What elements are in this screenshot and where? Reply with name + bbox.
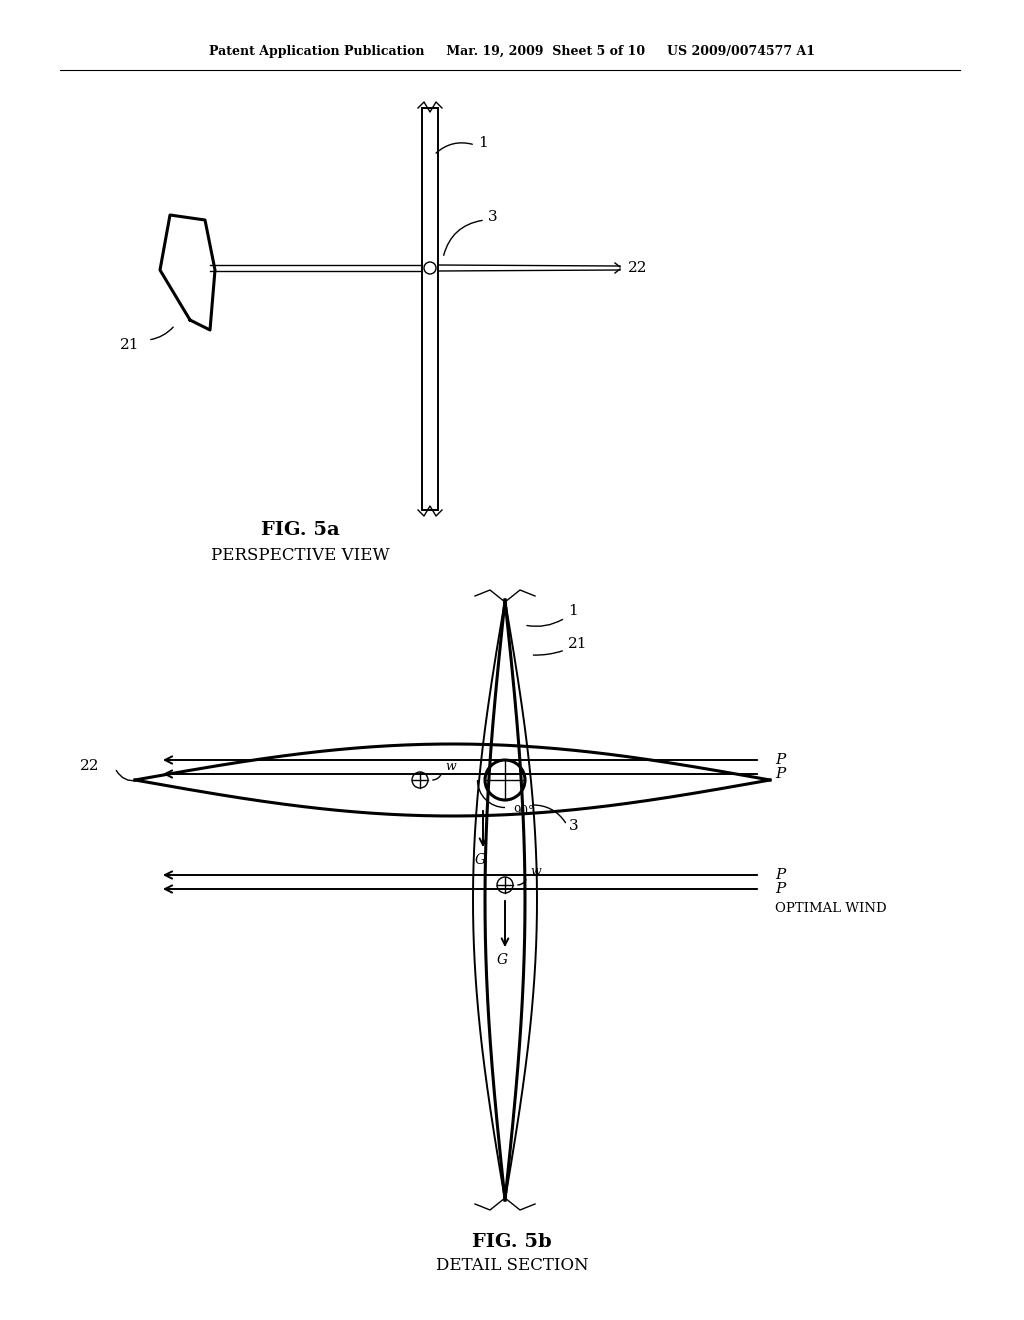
Text: G: G xyxy=(475,853,486,867)
Text: w: w xyxy=(530,865,541,878)
Text: FIG. 5a: FIG. 5a xyxy=(261,521,339,539)
Text: 90°: 90° xyxy=(513,805,534,818)
Text: FIG. 5b: FIG. 5b xyxy=(472,1233,552,1251)
Text: 22: 22 xyxy=(80,759,99,774)
Text: P: P xyxy=(775,882,785,896)
Text: 3: 3 xyxy=(569,818,579,833)
Text: Patent Application Publication     Mar. 19, 2009  Sheet 5 of 10     US 2009/0074: Patent Application Publication Mar. 19, … xyxy=(209,45,815,58)
Text: w: w xyxy=(445,760,456,774)
Text: OPTIMAL WIND: OPTIMAL WIND xyxy=(775,903,887,916)
Text: 22: 22 xyxy=(628,261,647,275)
Text: 1: 1 xyxy=(568,605,578,618)
Text: 3: 3 xyxy=(488,210,498,224)
Text: PERSPECTIVE VIEW: PERSPECTIVE VIEW xyxy=(211,546,389,564)
Text: P: P xyxy=(775,752,785,767)
Text: 21: 21 xyxy=(568,638,588,651)
Text: 21: 21 xyxy=(120,338,139,352)
Text: 1: 1 xyxy=(478,136,487,150)
Text: P: P xyxy=(775,767,785,781)
Text: DETAIL SECTION: DETAIL SECTION xyxy=(435,1257,589,1274)
Text: G: G xyxy=(497,953,508,968)
Text: P: P xyxy=(775,869,785,882)
